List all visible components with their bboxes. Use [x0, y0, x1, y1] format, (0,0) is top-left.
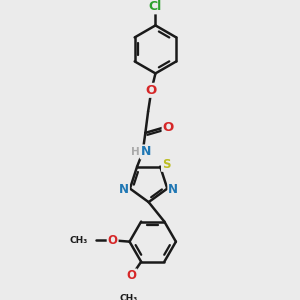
Text: S: S [162, 158, 170, 171]
Text: N: N [168, 183, 178, 196]
Text: Cl: Cl [149, 0, 162, 14]
Text: H: H [130, 147, 140, 157]
Text: O: O [108, 234, 118, 247]
Text: O: O [127, 269, 136, 282]
Text: CH₃: CH₃ [120, 294, 138, 300]
Text: N: N [119, 183, 129, 196]
Text: O: O [146, 84, 157, 97]
Text: O: O [163, 122, 174, 134]
Text: N: N [141, 146, 151, 158]
Text: CH₃: CH₃ [69, 236, 88, 245]
